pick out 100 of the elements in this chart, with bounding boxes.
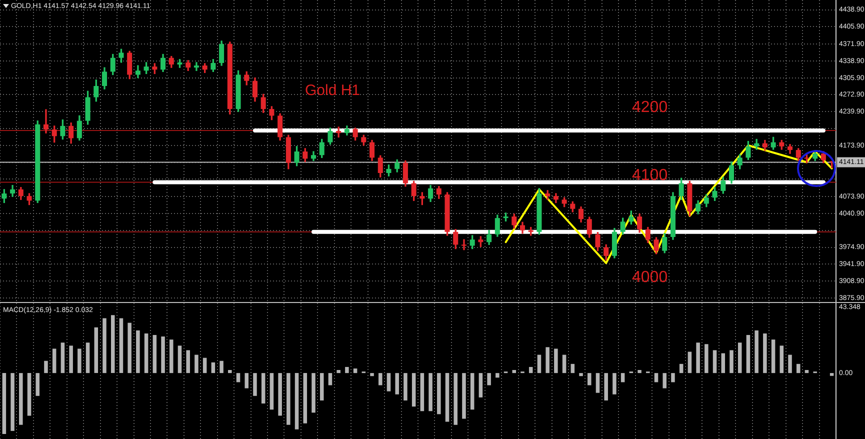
bar	[328, 373, 332, 386]
bar	[428, 373, 432, 412]
bar	[588, 373, 592, 386]
bar	[386, 373, 391, 392]
bar	[554, 348, 558, 374]
bar	[620, 373, 625, 382]
bar	[136, 330, 140, 374]
bar	[27, 373, 32, 416]
bar	[102, 318, 106, 374]
bar	[278, 373, 282, 416]
bar	[270, 373, 274, 410]
bar	[19, 373, 23, 425]
bar	[496, 373, 500, 378]
bar	[512, 370, 516, 374]
bar	[712, 350, 717, 374]
bar	[312, 373, 316, 413]
bar	[696, 342, 700, 374]
bar	[110, 315, 115, 374]
bar	[152, 334, 157, 374]
bar	[119, 318, 124, 374]
bar	[404, 373, 408, 400]
bar	[10, 373, 14, 431]
bar	[228, 370, 232, 374]
bar	[570, 364, 575, 374]
annotation: 4000	[632, 269, 668, 286]
bar	[780, 346, 784, 374]
bar	[579, 373, 583, 376]
bar	[437, 373, 441, 414]
bar	[804, 370, 809, 374]
bar	[303, 373, 308, 424]
bar	[612, 373, 616, 394]
bar	[353, 368, 358, 374]
bar	[596, 373, 600, 393]
bar	[78, 348, 82, 374]
bar	[654, 373, 658, 382]
annotation: Gold H1	[305, 82, 360, 99]
bar	[378, 373, 382, 386]
bar	[170, 340, 174, 374]
bar	[253, 373, 257, 396]
bar	[662, 373, 666, 388]
bar	[562, 354, 566, 374]
bar	[261, 373, 266, 404]
bar	[721, 353, 726, 374]
bar	[294, 373, 299, 430]
bar	[771, 340, 776, 374]
bar	[370, 373, 374, 376]
bar	[186, 350, 190, 374]
bar	[546, 347, 550, 374]
bar	[86, 342, 90, 374]
bar	[470, 373, 474, 410]
bar	[69, 346, 73, 374]
bar	[345, 366, 349, 374]
bar	[60, 342, 65, 374]
annotation: 4100	[632, 167, 668, 184]
bar	[478, 373, 483, 398]
bar	[336, 370, 340, 374]
bar	[144, 333, 148, 374]
bar	[462, 373, 466, 419]
bar	[244, 373, 248, 388]
bar	[194, 354, 198, 374]
bar	[2, 373, 6, 434]
bar	[679, 364, 684, 374]
annotation: 4200	[632, 99, 668, 116]
bar	[44, 360, 48, 374]
candlestick	[461, 239, 466, 250]
bar	[211, 362, 216, 374]
candlestick	[194, 62, 199, 71]
bar	[738, 342, 742, 374]
bar	[445, 373, 450, 422]
bar	[52, 348, 56, 374]
bar	[320, 373, 324, 400]
bar	[830, 373, 834, 376]
bar	[36, 373, 40, 396]
bar	[128, 322, 132, 374]
bar	[161, 336, 165, 374]
bar	[528, 366, 533, 374]
bar	[178, 346, 182, 374]
bar	[286, 373, 290, 425]
bar	[746, 334, 750, 374]
bar	[220, 360, 224, 374]
bar	[704, 344, 708, 374]
candlestick	[43, 109, 48, 134]
bar	[236, 373, 240, 382]
bar	[763, 333, 767, 374]
bar	[688, 352, 692, 374]
bar	[754, 330, 758, 374]
bar	[788, 354, 792, 374]
bar	[638, 370, 642, 374]
bar	[537, 354, 542, 374]
bar	[796, 364, 800, 374]
bar	[730, 350, 734, 374]
bar	[395, 373, 399, 394]
bar	[412, 373, 416, 407]
bar	[202, 358, 207, 374]
bar	[604, 373, 608, 400]
bar	[671, 373, 675, 382]
bar	[487, 373, 491, 386]
bar	[454, 373, 458, 425]
bar	[94, 327, 98, 374]
bar	[420, 373, 424, 412]
